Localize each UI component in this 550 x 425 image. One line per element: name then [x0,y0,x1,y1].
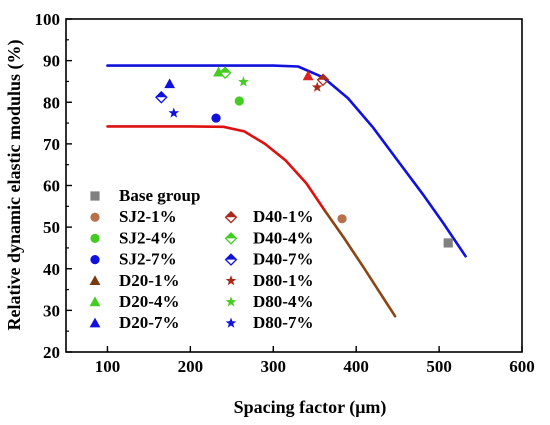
legend-marker-d20-4pct [89,296,101,307]
legend-marker-d40-7pct [224,253,238,266]
point-d80-7pct [168,107,180,118]
legend-marker-sj2-7pct [90,255,100,265]
x-tick-label: 300 [261,357,287,376]
y-tick-label: 20 [43,343,60,362]
legend-marker-sj2-1pct [90,212,100,222]
point-d80-4pct [238,76,249,87]
legend-label-sj2-1pct: SJ2-1% [119,207,177,226]
point-d40-1pct [316,73,330,87]
legend-label-d40-7pct: D40-7% [253,250,313,269]
legend-marker-base-group [90,191,100,201]
y-tick-label: 30 [43,301,60,320]
legend-label-d20-1pct: D20-1% [119,271,179,290]
legend-label-d20-7pct: D20-7% [119,313,179,332]
y-tick-label: 80 [43,93,60,112]
legend-marker-d20-7pct [89,317,101,328]
point-unlabeled [302,70,314,81]
ticks-layer: 100 200 300 400 500 600 20 30 40 50 60 70 80 90 100 [35,10,535,376]
point-sj2-1pct [337,214,347,224]
curves-layer [106,64,467,318]
trend-curve-3 [323,209,397,318]
point-d40-4pct [218,66,232,80]
legend-label-sj2-4pct: SJ2-4% [119,228,177,247]
legend-label-d20-4pct: D20-4% [119,292,179,311]
point-sj2-4pct [234,96,244,106]
legend-label-d80-1pct: D80-1% [253,271,313,290]
y-tick-label: 40 [43,260,60,279]
legend-label-d80-4pct: D80-4% [253,292,313,311]
legend-marker-d40-4pct [224,232,238,245]
legend-marker-sj2-4pct [90,233,100,243]
legend-marker-d80-7pct [225,317,237,328]
legend-label-base-group: Base group [119,186,200,205]
legend-marker-d80-1pct [225,275,237,286]
y-tick-label: 60 [43,177,60,196]
y-tick-label: 100 [35,10,61,29]
legend-marker-d40-1pct [224,210,238,224]
legend-label-d80-7pct: D80-7% [253,313,313,332]
y-tick-label: 50 [43,218,60,237]
trend-curve-2 [106,125,327,212]
legend-label-d40-4pct: D40-4% [253,228,313,247]
point-base-group [443,238,453,248]
trend-curve-1 [106,64,467,258]
y-axis-title: Relative dynamic elastic modulus (%) [4,40,25,331]
x-tick-label: 100 [95,357,121,376]
point-d20-7pct [164,78,176,89]
y-tick-label: 90 [43,52,60,71]
legend-marker-d20-1pct [89,275,101,285]
x-tick-label: 600 [509,357,535,376]
plot-frame [65,18,523,353]
point-sj2-7pct [211,113,221,123]
point-d40-7pct [155,90,168,104]
point-d80-1pct [311,81,323,92]
x-tick-label: 500 [426,357,452,376]
x-axis-title: Spacing factor (μm) [234,397,387,418]
legend-label-d40-1pct: D40-1% [253,207,313,226]
legend-marker-d80-4pct [225,296,237,307]
legend-label-sj2-7pct: SJ2-7% [119,250,177,269]
x-tick-label: 200 [178,357,204,376]
legend: Base group SJ2-1% SJ2-4% SJ2-7% D20-1% D20-4%… [89,186,313,332]
y-tick-label: 70 [43,135,60,154]
points-layer [155,66,453,248]
x-tick-label: 400 [343,357,369,376]
